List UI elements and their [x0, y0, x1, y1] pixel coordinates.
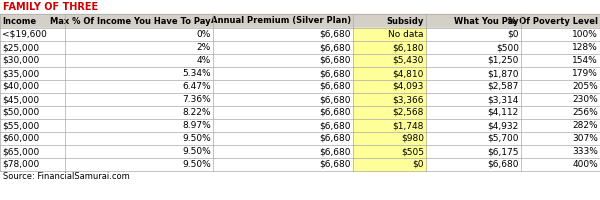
Text: 8.97%: 8.97% [182, 121, 211, 130]
Text: 282%: 282% [572, 121, 598, 130]
Text: $78,000: $78,000 [2, 160, 39, 169]
Text: 230%: 230% [572, 95, 598, 104]
Text: Income: Income [2, 17, 36, 25]
Text: % Of Poverty Level: % Of Poverty Level [508, 17, 598, 25]
Text: 179%: 179% [572, 69, 598, 78]
Bar [0, 41, 600, 54]
Bar [353, 54, 426, 67]
Text: $50,000: $50,000 [2, 108, 39, 117]
Bar [353, 145, 426, 158]
Text: $6,680: $6,680 [320, 30, 351, 39]
Text: 307%: 307% [572, 134, 598, 143]
Text: $6,680: $6,680 [320, 95, 351, 104]
Text: Max % Of Income You Have To Pay: Max % Of Income You Have To Pay [50, 17, 211, 25]
Text: 6.47%: 6.47% [182, 82, 211, 91]
Text: $25,000: $25,000 [2, 43, 39, 52]
Text: $40,000: $40,000 [2, 82, 39, 91]
Bar [0, 119, 600, 132]
Text: 8.22%: 8.22% [182, 108, 211, 117]
Bar [0, 93, 600, 106]
Bar [0, 80, 600, 93]
Bar [0, 14, 600, 28]
Text: $2,568: $2,568 [392, 108, 424, 117]
Bar [353, 93, 426, 106]
Text: 9.50%: 9.50% [182, 160, 211, 169]
Text: $5,430: $5,430 [392, 56, 424, 65]
Text: $55,000: $55,000 [2, 121, 39, 130]
Text: $1,870: $1,870 [487, 69, 519, 78]
Bar [353, 67, 426, 80]
Text: $0: $0 [413, 160, 424, 169]
Text: $980: $980 [401, 134, 424, 143]
Text: <$19,600: <$19,600 [2, 30, 47, 39]
Text: Annual Premium (Silver Plan): Annual Premium (Silver Plan) [211, 17, 351, 25]
Text: Source: FinancialSamurai.com: Source: FinancialSamurai.com [3, 172, 130, 181]
Text: $45,000: $45,000 [2, 95, 39, 104]
Bar [353, 119, 426, 132]
Bar [353, 80, 426, 93]
Text: 5.34%: 5.34% [182, 69, 211, 78]
Text: $6,680: $6,680 [320, 121, 351, 130]
Text: 9.50%: 9.50% [182, 147, 211, 156]
Text: $65,000: $65,000 [2, 147, 39, 156]
Text: $1,748: $1,748 [392, 121, 424, 130]
Text: $6,680: $6,680 [320, 160, 351, 169]
Text: $35,000: $35,000 [2, 69, 39, 78]
Bar [0, 67, 600, 80]
Text: 154%: 154% [572, 56, 598, 65]
Bar [0, 106, 600, 119]
Text: 0%: 0% [197, 30, 211, 39]
Bar [353, 132, 426, 145]
Text: $30,000: $30,000 [2, 56, 39, 65]
Text: $6,680: $6,680 [320, 134, 351, 143]
Text: $500: $500 [496, 43, 519, 52]
Text: 128%: 128% [572, 43, 598, 52]
Text: $6,175: $6,175 [487, 147, 519, 156]
Text: FAMILY OF THREE: FAMILY OF THREE [3, 2, 98, 12]
Text: 2%: 2% [197, 43, 211, 52]
Text: 9.50%: 9.50% [182, 134, 211, 143]
Text: $6,680: $6,680 [320, 147, 351, 156]
Text: $505: $505 [401, 147, 424, 156]
Text: No data: No data [389, 30, 424, 39]
Bar [0, 132, 600, 145]
Text: $4,112: $4,112 [488, 108, 519, 117]
Text: $4,093: $4,093 [392, 82, 424, 91]
Text: $6,680: $6,680 [320, 43, 351, 52]
Text: $6,680: $6,680 [320, 69, 351, 78]
Bar [353, 28, 426, 41]
Text: $6,180: $6,180 [392, 43, 424, 52]
Text: $6,680: $6,680 [320, 108, 351, 117]
Text: $4,932: $4,932 [488, 121, 519, 130]
Text: $6,680: $6,680 [320, 56, 351, 65]
Text: $2,587: $2,587 [488, 82, 519, 91]
Bar [0, 28, 600, 41]
Bar [353, 106, 426, 119]
Text: $60,000: $60,000 [2, 134, 39, 143]
Text: 100%: 100% [572, 30, 598, 39]
Bar [0, 158, 600, 171]
Text: 4%: 4% [197, 56, 211, 65]
Bar [353, 158, 426, 171]
Text: 256%: 256% [572, 108, 598, 117]
Text: 400%: 400% [572, 160, 598, 169]
Text: $6,680: $6,680 [320, 82, 351, 91]
Text: Subsidy: Subsidy [386, 17, 424, 25]
Text: What You Pay: What You Pay [455, 17, 519, 25]
Text: 7.36%: 7.36% [182, 95, 211, 104]
Bar [0, 54, 600, 67]
Text: $3,366: $3,366 [392, 95, 424, 104]
Bar [353, 41, 426, 54]
Text: $0: $0 [508, 30, 519, 39]
Text: $1,250: $1,250 [488, 56, 519, 65]
Text: $4,810: $4,810 [392, 69, 424, 78]
Text: 205%: 205% [572, 82, 598, 91]
Text: $3,314: $3,314 [488, 95, 519, 104]
Text: 333%: 333% [572, 147, 598, 156]
Text: $5,700: $5,700 [487, 134, 519, 143]
Text: $6,680: $6,680 [487, 160, 519, 169]
Bar [0, 145, 600, 158]
